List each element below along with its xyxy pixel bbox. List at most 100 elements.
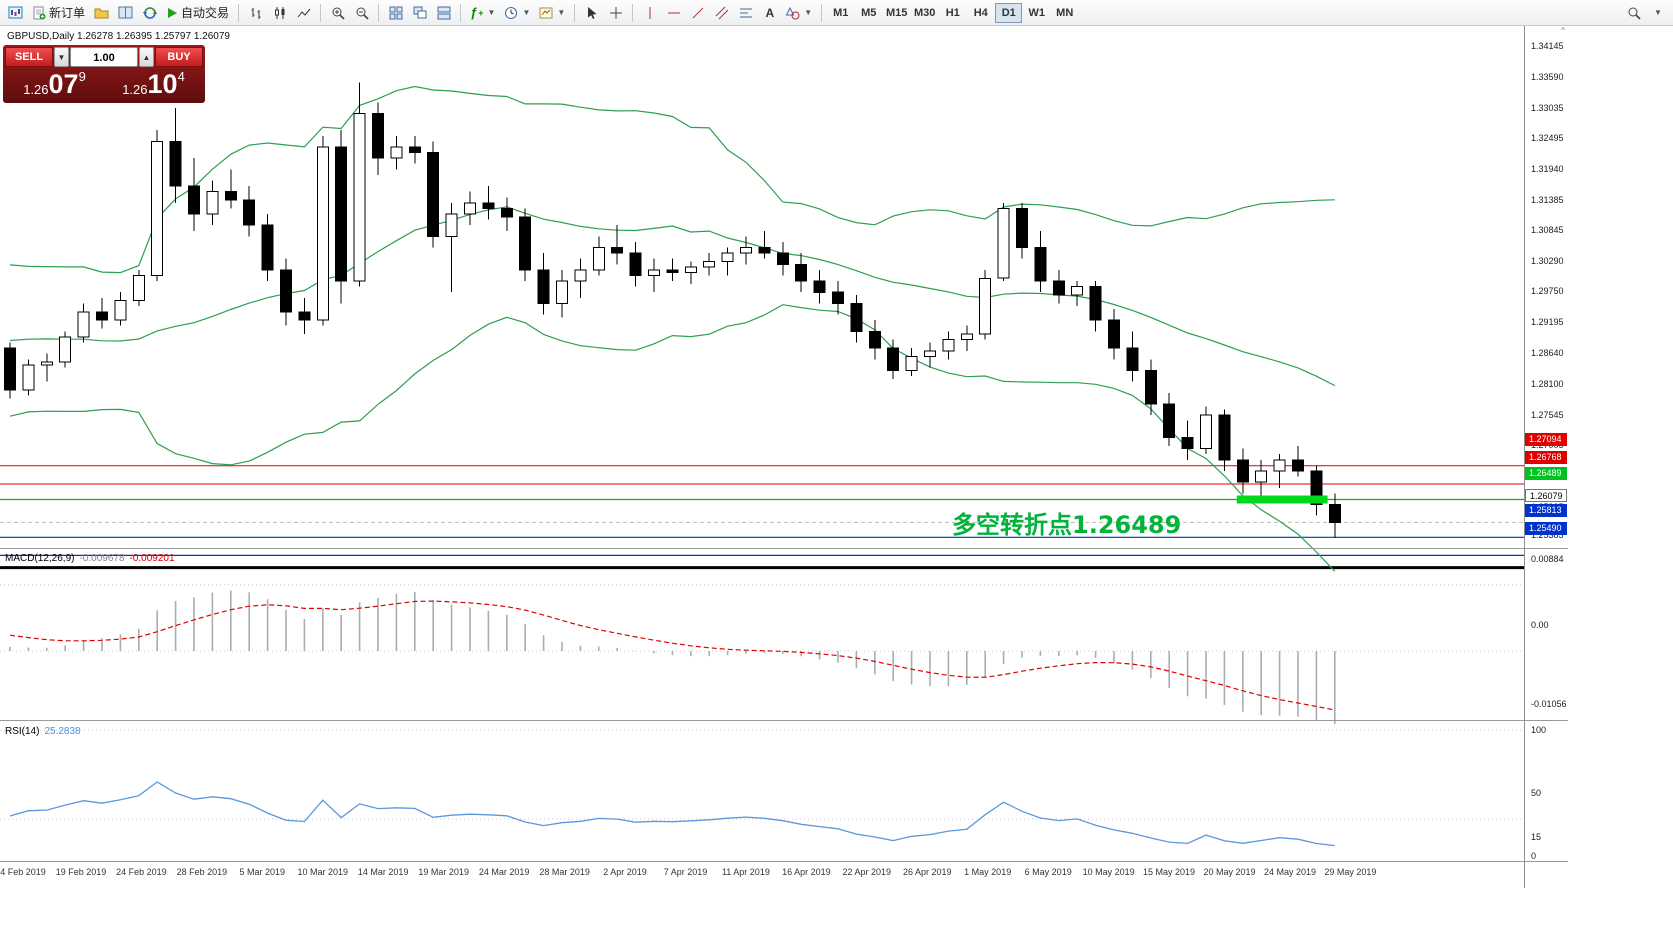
candle: [335, 146, 348, 282]
price-tick: 1.28640: [1531, 348, 1564, 359]
candle: [832, 291, 844, 304]
timeframe-M5[interactable]: M5: [855, 3, 882, 23]
candle: [519, 216, 532, 271]
candle: [445, 213, 458, 237]
candlestick-chart-button[interactable]: [268, 2, 291, 24]
macd-main-value: -0.009678: [79, 553, 125, 564]
trendline-button[interactable]: [686, 2, 709, 24]
auto-trading-button[interactable]: 自动交易: [162, 2, 233, 24]
panel-separator[interactable]: [0, 548, 1568, 549]
timeframe-D1[interactable]: D1: [995, 2, 1023, 23]
sell-price-display[interactable]: 1.26 07 9: [5, 67, 104, 101]
date-label: 22 Apr 2019: [842, 867, 892, 877]
vertical-line-button[interactable]: [638, 2, 661, 24]
candle: [298, 311, 311, 321]
pivot-annotation: 多空转折点1.26489: [952, 511, 1181, 539]
market-watch-button[interactable]: [138, 2, 161, 24]
equidistant-channel-icon: [715, 6, 729, 19]
candle: [96, 311, 108, 321]
search-button[interactable]: [1622, 2, 1645, 24]
periods-button[interactable]: ▼: [500, 2, 534, 24]
fibonacci-button[interactable]: [734, 2, 757, 24]
date-label: 20 May 2019: [1203, 867, 1256, 877]
zoom-in-button[interactable]: [326, 2, 349, 24]
rsi-tick: 15: [1531, 832, 1542, 843]
new-order-label: 新订单: [49, 6, 86, 20]
candle: [740, 247, 752, 254]
candle: [1052, 280, 1065, 296]
chart-area[interactable]: 多空转折点1.26489: [0, 26, 1568, 888]
new-order-icon: [33, 6, 46, 19]
axis-separator: [0, 861, 1568, 862]
timeframe-M30[interactable]: M30: [911, 3, 938, 23]
cursor-button[interactable]: [580, 2, 603, 24]
zoom-in-icon: [332, 7, 345, 20]
new-order-button[interactable]: 新订单: [28, 2, 89, 24]
candle: [960, 333, 973, 341]
chevron-down-icon: ▼: [557, 8, 566, 17]
date-label: 14 Feb 2019: [0, 867, 46, 877]
rsi-value: 25.2838: [44, 726, 81, 737]
date-axis[interactable]: 14 Feb 2019 19 Feb 2019 24 Feb 2019 28 Feb …: [0, 862, 1524, 888]
candle: [22, 364, 35, 391]
timeframe-M1[interactable]: M1: [827, 3, 854, 23]
timeframe-H4[interactable]: H4: [967, 3, 994, 23]
indicators-icon: ƒ: [470, 5, 478, 20]
price-tag: 1.26489: [1525, 466, 1567, 480]
scroll-up-icon: ^: [1561, 26, 1565, 35]
candle: [1218, 414, 1231, 461]
toolbar-overflow-button[interactable]: ▼: [1646, 2, 1669, 24]
price-scale[interactable]: ^ 1.34145 1.33590 1.33035 1.32495 1.31940 1.3…: [1525, 26, 1568, 888]
candle: [1328, 504, 1341, 523]
indicators-button[interactable]: ƒ + ▼: [466, 2, 499, 24]
templates-button[interactable]: ▼: [535, 2, 569, 24]
timeframe-W1[interactable]: W1: [1023, 3, 1050, 23]
date-label: 1 May 2019: [964, 867, 1012, 877]
date-label: 26 Apr 2019: [903, 867, 952, 877]
volume-decrease-button[interactable]: ▼: [54, 47, 69, 67]
text-button[interactable]: A: [758, 2, 781, 24]
volume-input[interactable]: [71, 49, 137, 67]
buy-button[interactable]: BUY: [155, 47, 203, 67]
rsi-tick: 100: [1531, 725, 1547, 735]
cascade-windows-button[interactable]: [408, 2, 431, 24]
horizontal-line-button[interactable]: [662, 2, 685, 24]
panel-separator[interactable]: [0, 720, 1568, 721]
macd-indicator-chart[interactable]: [0, 575, 1524, 745]
toolbar-separator: [821, 3, 823, 22]
profiles-button[interactable]: [114, 2, 137, 24]
price-tick: 1.31940: [1531, 164, 1564, 174]
shapes-button[interactable]: ▼: [782, 2, 816, 24]
price-tick: 1.33035: [1531, 102, 1564, 113]
main-price-chart[interactable]: 多空转折点1.26489: [0, 52, 1524, 572]
buy-price-point: 4: [177, 69, 185, 84]
date-label: 29 May 2019: [1324, 867, 1377, 877]
bar-chart-button[interactable]: [244, 2, 267, 24]
candle: [758, 247, 771, 254]
equidistant-channel-button[interactable]: [710, 2, 733, 24]
tile-windows-button[interactable]: [384, 2, 407, 24]
price-tag: 1.26079: [1525, 489, 1567, 503]
crosshair-button[interactable]: [604, 2, 627, 24]
buy-price-display[interactable]: 1.26 10 4: [104, 67, 203, 101]
candle: [868, 330, 881, 349]
candle: [408, 146, 421, 154]
timeframe-MN[interactable]: MN: [1051, 3, 1078, 23]
candle: [1236, 459, 1249, 483]
arrange-windows-button[interactable]: [432, 2, 455, 24]
date-label: 19 Mar 2019: [418, 867, 469, 877]
charts-folder-button[interactable]: [90, 2, 113, 24]
price-tick: 1.32495: [1531, 133, 1564, 143]
line-chart-icon: [297, 8, 310, 17]
line-chart-button[interactable]: [292, 2, 315, 24]
macd-tick: 0.00: [1531, 620, 1549, 630]
candle: [666, 269, 679, 274]
zoom-out-button[interactable]: [350, 2, 373, 24]
timeframe-M15[interactable]: M15: [883, 3, 910, 23]
sell-button[interactable]: SELL: [5, 47, 53, 67]
date-label: 11 Apr 2019: [721, 867, 770, 877]
price-tick: 1.29750: [1531, 286, 1564, 297]
timeframe-H1[interactable]: H1: [939, 3, 966, 23]
volume-increase-button[interactable]: ▲: [139, 47, 154, 67]
price-tick: 1.34145: [1531, 40, 1564, 51]
